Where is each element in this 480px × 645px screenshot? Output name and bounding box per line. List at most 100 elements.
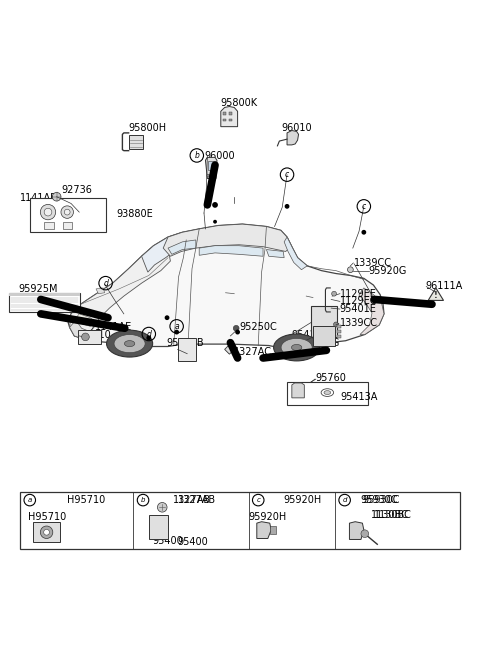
Circle shape	[361, 530, 369, 537]
Ellipse shape	[107, 330, 153, 357]
Text: d: d	[342, 497, 347, 503]
Circle shape	[348, 267, 353, 273]
Bar	[223, 112, 226, 115]
Text: 96000: 96000	[204, 151, 235, 161]
Text: 95920H: 95920H	[249, 512, 287, 522]
Polygon shape	[163, 224, 292, 256]
Text: 1327AB: 1327AB	[178, 495, 216, 505]
Text: 96111A: 96111A	[425, 281, 463, 290]
Bar	[337, 335, 341, 338]
Polygon shape	[257, 522, 271, 539]
Polygon shape	[199, 246, 263, 256]
Bar	[149, 515, 168, 539]
Circle shape	[61, 206, 73, 219]
Bar	[63, 222, 72, 229]
Ellipse shape	[324, 391, 331, 395]
Bar	[208, 161, 215, 170]
Bar	[20, 492, 460, 549]
Polygon shape	[70, 320, 94, 341]
Text: 92736: 92736	[61, 185, 92, 195]
Polygon shape	[70, 246, 170, 336]
Circle shape	[361, 230, 366, 235]
Bar	[229, 119, 232, 121]
Circle shape	[44, 208, 52, 216]
Text: 1339CC: 1339CC	[354, 258, 392, 268]
Text: 93880E: 93880E	[116, 209, 153, 219]
Bar	[337, 330, 341, 333]
Circle shape	[165, 315, 169, 320]
Circle shape	[235, 330, 240, 335]
Text: 95400: 95400	[178, 537, 208, 548]
Polygon shape	[359, 288, 384, 335]
Text: b: b	[194, 151, 199, 160]
Text: 1130BC: 1130BC	[371, 510, 408, 521]
Bar	[178, 338, 196, 361]
Polygon shape	[68, 224, 384, 349]
Bar	[129, 135, 143, 149]
Text: 95925M: 95925M	[18, 284, 58, 294]
Circle shape	[174, 330, 179, 335]
Text: 1130BC: 1130BC	[374, 510, 412, 521]
Text: c: c	[285, 170, 289, 179]
Circle shape	[40, 526, 53, 539]
Text: 95800H: 95800H	[129, 123, 167, 133]
Text: 95450G: 95450G	[301, 338, 340, 348]
Ellipse shape	[114, 335, 145, 353]
Ellipse shape	[321, 389, 334, 397]
Ellipse shape	[274, 334, 320, 361]
Circle shape	[84, 331, 91, 337]
Text: H95710: H95710	[67, 495, 106, 505]
Polygon shape	[168, 240, 196, 254]
Polygon shape	[142, 232, 186, 272]
Polygon shape	[225, 344, 234, 354]
Polygon shape	[287, 130, 299, 145]
Polygon shape	[266, 250, 284, 258]
Circle shape	[332, 292, 336, 296]
Bar	[223, 119, 226, 121]
Bar	[313, 326, 335, 346]
Bar	[287, 382, 368, 405]
Text: b: b	[141, 497, 145, 503]
Polygon shape	[205, 157, 217, 179]
Polygon shape	[221, 106, 238, 126]
Text: 1141AE: 1141AE	[95, 322, 132, 332]
Circle shape	[213, 174, 216, 177]
Polygon shape	[284, 237, 307, 270]
Polygon shape	[74, 314, 95, 326]
Text: 95930C: 95930C	[360, 495, 397, 505]
Circle shape	[212, 202, 218, 208]
Circle shape	[82, 333, 89, 341]
Text: H95710: H95710	[28, 512, 66, 522]
Text: 96010: 96010	[281, 123, 312, 133]
Text: 95800K: 95800K	[220, 97, 258, 108]
Text: 95230B: 95230B	[166, 338, 204, 348]
Text: 95930C: 95930C	[362, 495, 400, 505]
Circle shape	[52, 192, 61, 201]
Circle shape	[334, 322, 338, 327]
Circle shape	[40, 204, 56, 220]
Bar	[30, 198, 106, 232]
Circle shape	[44, 530, 49, 535]
Text: 1339CC: 1339CC	[340, 319, 378, 328]
Bar	[78, 330, 101, 344]
Circle shape	[213, 220, 217, 224]
Text: 95413A: 95413A	[341, 392, 378, 402]
Bar	[337, 325, 341, 328]
Text: 95250C: 95250C	[239, 322, 277, 332]
Circle shape	[207, 174, 210, 177]
Text: c: c	[256, 497, 260, 503]
Text: 1129EE: 1129EE	[340, 289, 377, 299]
Polygon shape	[349, 522, 364, 539]
Circle shape	[146, 335, 151, 341]
Bar	[311, 306, 337, 337]
Circle shape	[64, 209, 70, 215]
Text: 1327AB: 1327AB	[173, 495, 211, 505]
Ellipse shape	[124, 341, 135, 346]
Text: 95920H: 95920H	[283, 495, 322, 505]
Bar	[9, 293, 80, 295]
Text: 1129EC: 1129EC	[340, 297, 377, 306]
Bar	[229, 112, 232, 115]
Bar	[9, 293, 80, 312]
Text: 95413C: 95413C	[291, 330, 328, 340]
Circle shape	[285, 204, 289, 209]
